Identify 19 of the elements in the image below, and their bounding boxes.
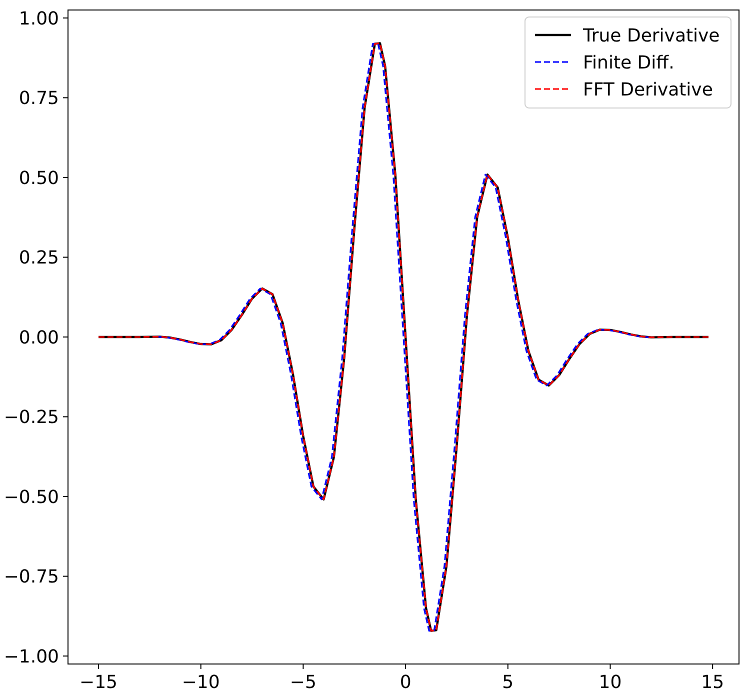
y-tick-label: −0.50 bbox=[4, 486, 59, 508]
y-tick-label: −0.25 bbox=[4, 407, 59, 428]
x-tick-label: −15 bbox=[80, 672, 118, 693]
y-tick-label: −1.00 bbox=[4, 646, 59, 668]
x-tick-label: 0 bbox=[400, 672, 412, 693]
x-tick-label: 5 bbox=[502, 672, 514, 693]
y-tick-label: 1.00 bbox=[18, 8, 59, 30]
legend-label: FFT Derivative bbox=[583, 79, 713, 100]
y-tick-label: 0.75 bbox=[18, 88, 59, 110]
y-tick-label: −0.75 bbox=[4, 566, 59, 588]
x-tick-label: 15 bbox=[701, 672, 724, 693]
x-tick-label: 10 bbox=[598, 672, 622, 693]
y-tick-label: 0.25 bbox=[18, 248, 59, 269]
x-tick-label: −10 bbox=[182, 672, 220, 693]
legend-label: True Derivative bbox=[582, 25, 720, 46]
legend-label: Finite Diff. bbox=[583, 52, 674, 74]
y-tick-label: 0.50 bbox=[18, 168, 59, 189]
y-tick-label: 0.00 bbox=[18, 327, 59, 348]
x-tick-label: −5 bbox=[290, 672, 316, 693]
